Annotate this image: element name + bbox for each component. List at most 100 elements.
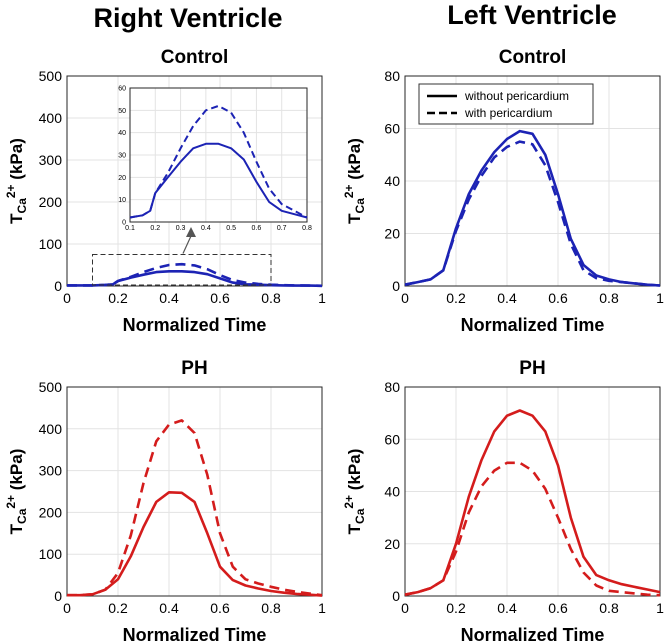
title-right-ventricle: Right Ventricle: [93, 3, 282, 33]
x-tick-label: 1: [318, 290, 326, 306]
series-with-pericardium: [404, 461, 661, 597]
x-tick-label: 0.8: [261, 290, 281, 306]
x-tick-label: 0.4: [201, 225, 211, 232]
panel-rv-control-inset: 0.1 0.2 0.3 0.4 0.5 0.6 0.7 0.8 0 10 20 30 40 50 60: [118, 86, 312, 233]
panel-lv-control: 0 0.2 0.4 0.6 0.8 1 0 20 40 60 80 Control Normalized…: [342, 47, 664, 335]
x-tick-label: 0.1: [125, 225, 135, 232]
x-axis-label: Normalized Time: [123, 315, 267, 335]
x-tick-label: 0: [401, 600, 409, 616]
zoom-box: [92, 254, 272, 286]
x-tick-label: 0.2: [446, 290, 466, 306]
y-tick-label: 40: [118, 130, 126, 137]
x-tick-label: 0.3: [176, 225, 186, 232]
axes-frame: [129, 87, 308, 223]
axes-frame: [404, 75, 661, 287]
y-tick-label: 20: [118, 175, 126, 182]
x-tick-label: 0.6: [252, 225, 262, 232]
y-tick-label: 60: [384, 431, 400, 447]
series-without-pericardium: [67, 269, 323, 288]
x-tick-label: 0.2: [108, 600, 128, 616]
x-tick-label: 0: [63, 290, 71, 306]
x-tick-label: 0: [401, 290, 409, 306]
series-without-pericardium: [129, 142, 308, 219]
x-tick-label: 0.6: [210, 600, 230, 616]
y-tick-label: 50: [118, 108, 126, 115]
y-tick-label: 40: [384, 484, 400, 500]
y-tick-label: 30: [118, 153, 126, 160]
y-tick-label: 100: [39, 236, 63, 252]
y-tick-label: 0: [392, 278, 400, 294]
y-tick-label: 80: [384, 68, 400, 84]
legend: without pericardium with pericardium: [418, 83, 594, 125]
series-without-pericardium: [404, 129, 661, 287]
x-tick-label: 0.2: [150, 225, 160, 232]
series-with-pericardium: [67, 262, 323, 288]
x-axis-label: Normalized Time: [461, 625, 605, 643]
panel-title: PH: [181, 358, 207, 379]
y-tick-label: 60: [384, 121, 400, 137]
x-tick-label: 0.8: [599, 290, 619, 306]
x-tick-label: 0.7: [277, 225, 287, 232]
x-tick-label: 0.8: [302, 225, 312, 232]
x-tick-label: 0: [63, 600, 71, 616]
legend-box: [418, 83, 594, 125]
y-tick-label: 0: [122, 220, 126, 227]
legend-label-solid: without pericardium: [464, 89, 569, 103]
x-tick-label: 0.2: [446, 600, 466, 616]
y-tick-label: 500: [39, 379, 63, 395]
panel-title: Control: [161, 47, 229, 68]
panel-title: PH: [519, 358, 545, 379]
y-tick-label: 0: [54, 588, 62, 604]
x-tick-label: 0.6: [210, 290, 230, 306]
y-axis-label: TCa2+ (kPa): [4, 449, 29, 535]
y-tick-label: 80: [384, 379, 400, 395]
y-axis-label: TCa2+ (kPa): [342, 449, 367, 535]
x-tick-label: 1: [318, 600, 326, 616]
axes-frame: [66, 386, 323, 597]
y-tick-label: 0: [392, 588, 400, 604]
panel-title: Control: [499, 47, 567, 68]
axes-frame: [66, 75, 323, 287]
zoom-arrow-line: [182, 235, 192, 254]
y-tick-label: 200: [39, 504, 63, 520]
y-tick-label: 300: [39, 463, 63, 479]
panel-rv-control: 0 0.2 0.4 0.6 0.8 10100200300400500ControlNor…: [4, 47, 326, 335]
x-tick-label: 1: [656, 600, 664, 616]
y-tick-label: 500: [39, 68, 63, 84]
x-tick-label: 0.8: [599, 600, 619, 616]
y-tick-label: 20: [384, 226, 400, 242]
y-tick-label: 100: [39, 546, 63, 562]
x-tick-label: 0.6: [548, 600, 568, 616]
y-tick-label: 300: [39, 152, 63, 168]
panel-lv-ph: 0 0.2 0.4 0.6 0.8 1 0 20 40 60 80 PH Normalized Time…: [342, 358, 664, 643]
series-with-pericardium: [129, 104, 308, 219]
axes-frame: [404, 386, 661, 597]
x-tick-label: 0.4: [497, 290, 517, 306]
x-tick-label: 0.4: [159, 290, 179, 306]
x-tick-label: 0.8: [261, 600, 281, 616]
y-tick-label: 400: [39, 110, 63, 126]
y-tick-label: 200: [39, 194, 63, 210]
y-tick-label: 60: [118, 86, 126, 93]
y-tick-label: 40: [384, 173, 400, 189]
series-with-pericardium: [67, 419, 323, 597]
y-axis-label: TCa2+ (kPa): [342, 138, 367, 224]
y-tick-label: 20: [384, 536, 400, 552]
title-left-ventricle: Left Ventricle: [447, 0, 617, 30]
x-tick-label: 0.2: [108, 290, 128, 306]
x-tick-label: 0.5: [226, 225, 236, 232]
y-tick-label: 400: [39, 421, 63, 437]
x-axis-label: Normalized Time: [461, 315, 605, 335]
zoom-arrow-head: [186, 227, 196, 237]
legend-label-dashed: with pericardium: [464, 106, 552, 120]
series-without-pericardium: [404, 409, 661, 596]
x-tick-label: 1: [656, 290, 664, 306]
y-axis-label: TCa2+ (kPa): [4, 138, 29, 224]
x-axis-label: Normalized Time: [123, 625, 267, 643]
x-tick-label: 0.6: [548, 290, 568, 306]
panel-rv-ph: 0 0.2 0.4 0.6 0.8 1 0 100 200 300 400 500 PH Normaliz…: [4, 358, 326, 643]
series-without-pericardium: [67, 490, 323, 597]
y-tick-label: 0: [54, 278, 62, 294]
x-tick-label: 0.4: [497, 600, 517, 616]
